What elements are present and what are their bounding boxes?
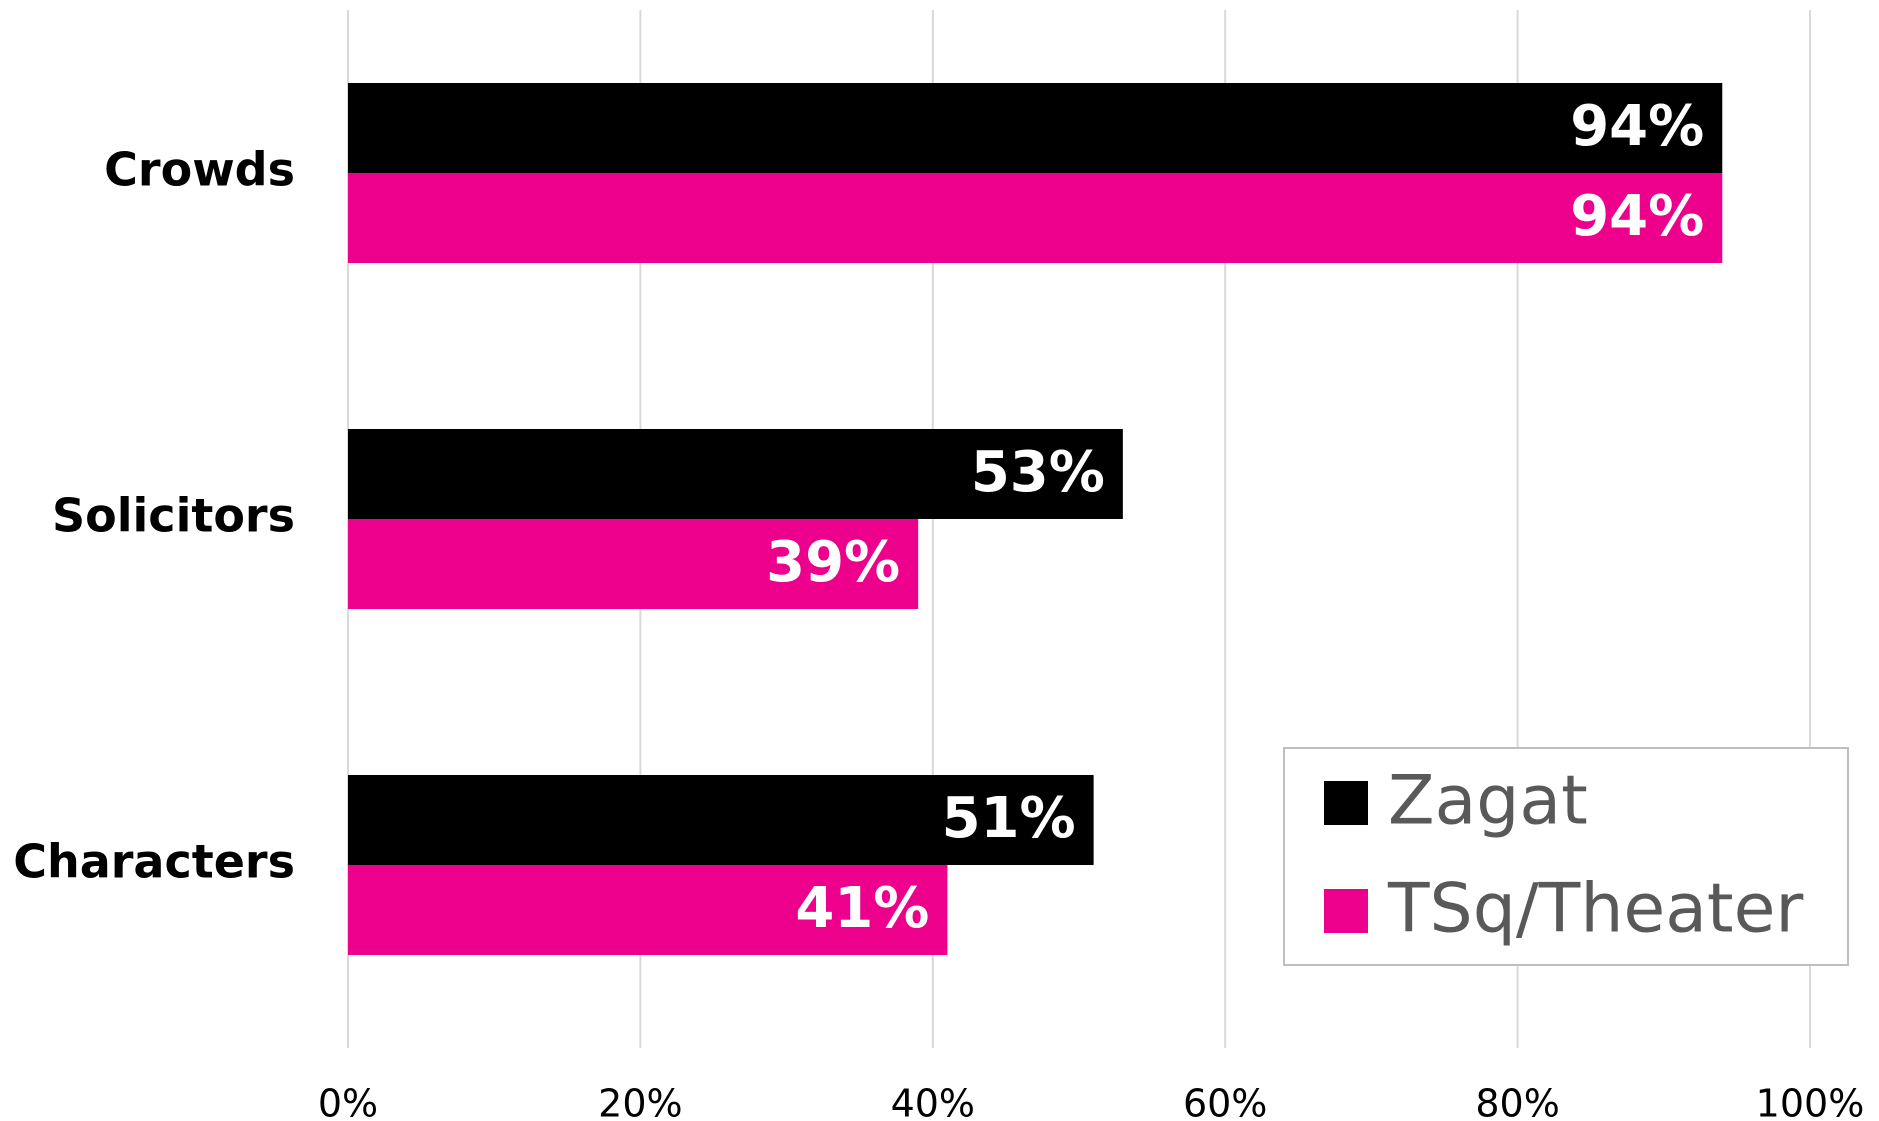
category-label: Characters	[13, 835, 295, 889]
bar	[348, 429, 1123, 519]
data-label: 94%	[1570, 94, 1704, 159]
data-label: 39%	[766, 530, 900, 595]
data-label: 53%	[971, 440, 1105, 505]
data-label: 41%	[795, 876, 929, 941]
category-label: Solicitors	[52, 489, 295, 543]
x-tick-label: 60%	[1183, 1082, 1267, 1121]
x-tick-label: 20%	[598, 1082, 682, 1121]
x-tick-label: 80%	[1475, 1082, 1559, 1121]
category-label: Crowds	[104, 143, 295, 197]
legend-label: Zagat	[1388, 762, 1588, 841]
data-label: 51%	[942, 786, 1076, 851]
legend-label: TSq/Theater	[1387, 870, 1803, 949]
bar	[348, 865, 948, 955]
x-tick-label: 40%	[891, 1082, 975, 1121]
bar	[348, 775, 1094, 865]
bar	[348, 83, 1723, 173]
bar	[348, 519, 919, 609]
x-tick-label: 100%	[1756, 1082, 1865, 1121]
legend-swatch	[1324, 781, 1368, 825]
x-tick-label: 0%	[318, 1082, 378, 1121]
bar	[348, 173, 1723, 263]
data-label: 94%	[1570, 184, 1704, 249]
legend-swatch	[1324, 889, 1368, 933]
legend-box	[1283, 747, 1849, 966]
